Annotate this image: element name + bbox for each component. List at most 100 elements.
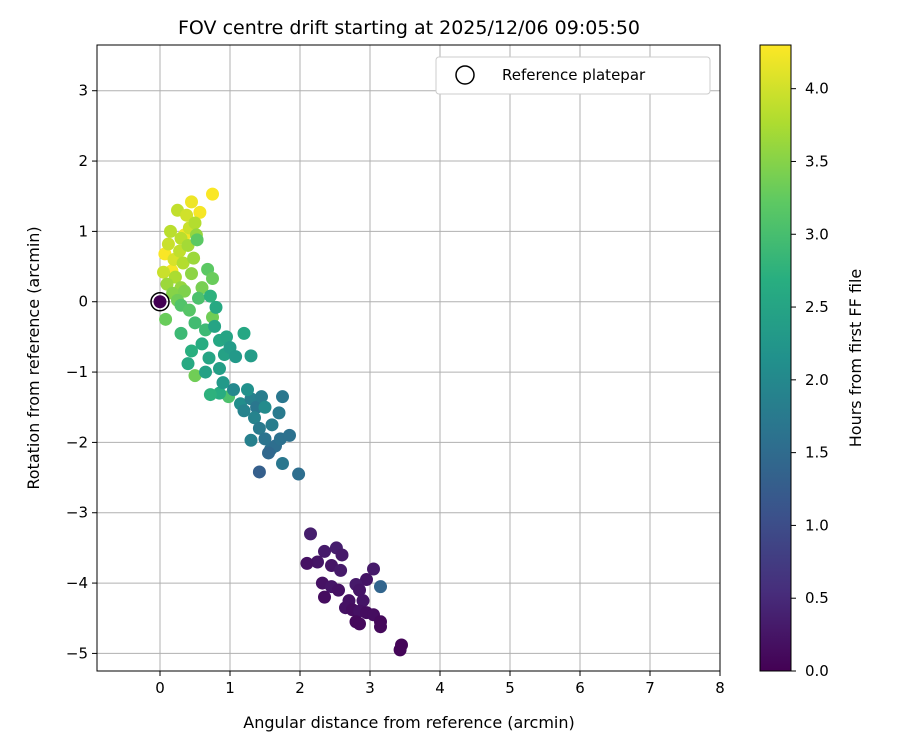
data-point xyxy=(276,457,289,471)
data-point xyxy=(176,256,190,270)
data-point xyxy=(187,251,201,265)
colorbar-tick-label: 0.0 xyxy=(805,662,829,680)
data-point xyxy=(367,562,380,576)
x-tick-label: 7 xyxy=(645,679,655,697)
y-tick-label: −3 xyxy=(66,504,88,522)
data-point xyxy=(248,411,261,425)
x-tick-label: 6 xyxy=(575,679,585,697)
data-point xyxy=(283,428,296,442)
x-tick-label: 8 xyxy=(715,679,725,697)
data-point xyxy=(174,326,188,340)
y-tick-label: −1 xyxy=(66,363,88,381)
colorbar-tick-label: 4.0 xyxy=(805,80,829,98)
colorbar-tick-label: 3.5 xyxy=(805,152,829,170)
data-point xyxy=(300,556,314,570)
y-tick-label: 2 xyxy=(78,152,88,170)
data-point xyxy=(334,563,348,577)
data-point xyxy=(153,295,167,309)
data-point xyxy=(265,418,279,432)
data-point xyxy=(220,330,233,344)
data-point xyxy=(304,527,317,541)
data-point xyxy=(159,312,173,326)
data-point xyxy=(192,291,205,305)
chart-title: FOV centre drift starting at 2025/12/06 … xyxy=(178,17,640,39)
data-point xyxy=(252,421,266,435)
data-point xyxy=(237,326,251,340)
data-point xyxy=(356,594,370,608)
legend-marker xyxy=(455,65,475,85)
colorbar xyxy=(759,44,792,672)
data-point xyxy=(393,643,407,657)
data-point xyxy=(206,272,219,286)
legend: Reference platepar xyxy=(435,56,711,95)
reference-marker xyxy=(150,291,170,312)
data-points xyxy=(153,187,408,657)
colorbar-label: Hours from first FF file xyxy=(846,269,865,448)
y-tick-label: 3 xyxy=(78,82,88,100)
data-point xyxy=(374,580,387,594)
data-point xyxy=(195,281,209,295)
colorbar-tick-label: 1.5 xyxy=(805,444,829,462)
x-tick-label: 2 xyxy=(295,679,305,697)
data-point xyxy=(311,555,324,569)
data-point xyxy=(353,617,366,631)
data-point xyxy=(276,390,289,404)
data-point xyxy=(292,467,306,481)
x-tick-label: 3 xyxy=(365,679,375,697)
x-tick-label: 1 xyxy=(225,679,235,697)
y-tick-label: 1 xyxy=(78,222,88,240)
data-point xyxy=(203,388,217,402)
x-axis-label: Angular distance from reference (arcmin) xyxy=(243,713,574,732)
grid-lines xyxy=(97,45,721,671)
colorbar-ticks: 0.0 0.5 1.0 1.5 2.0 2.5 3.0 3.5 4.0 xyxy=(791,80,829,680)
data-point xyxy=(353,583,366,597)
x-tick-label: 5 xyxy=(505,679,515,697)
data-point xyxy=(209,300,223,314)
data-point xyxy=(185,267,198,281)
data-point xyxy=(182,303,196,317)
colorbar-tick-label: 3.0 xyxy=(805,225,829,243)
data-point xyxy=(164,224,177,238)
data-point xyxy=(229,350,243,364)
data-point xyxy=(203,289,217,303)
y-tick-label: −2 xyxy=(66,433,88,451)
data-point xyxy=(188,216,202,230)
data-point xyxy=(360,573,373,587)
y-tick-label: 0 xyxy=(78,293,88,311)
data-point xyxy=(262,446,275,460)
plot-frame xyxy=(96,44,721,672)
data-point xyxy=(206,187,219,201)
data-point xyxy=(318,544,331,558)
data-point xyxy=(255,390,268,404)
y-tick-label: −5 xyxy=(66,644,88,662)
data-point xyxy=(188,369,202,383)
y-tick-label: −4 xyxy=(66,574,88,592)
data-point xyxy=(252,465,266,479)
data-point xyxy=(199,365,212,379)
data-point xyxy=(185,344,198,358)
data-point xyxy=(216,376,230,390)
data-point xyxy=(188,316,202,330)
data-point xyxy=(244,349,258,363)
data-point xyxy=(190,233,204,247)
legend-box xyxy=(435,56,711,95)
colorbar-tick-label: 2.0 xyxy=(805,371,829,389)
data-point xyxy=(258,432,272,446)
data-point xyxy=(237,404,251,418)
data-point xyxy=(335,548,349,562)
data-point xyxy=(318,590,331,604)
data-point xyxy=(202,351,216,365)
y-axis-label: Rotation from reference (arcmin) xyxy=(24,226,43,489)
data-point xyxy=(332,583,345,597)
data-point xyxy=(195,337,209,351)
data-point xyxy=(213,362,226,376)
data-point xyxy=(374,620,387,634)
colorbar-tick-label: 0.5 xyxy=(805,589,829,607)
data-point xyxy=(181,357,195,371)
data-point xyxy=(272,406,286,420)
data-point xyxy=(157,265,170,279)
y-axis-ticks: −5 −4 −3 −2 −1 0 1 2 3 xyxy=(66,82,97,662)
data-point xyxy=(161,237,175,251)
data-point xyxy=(180,208,194,222)
